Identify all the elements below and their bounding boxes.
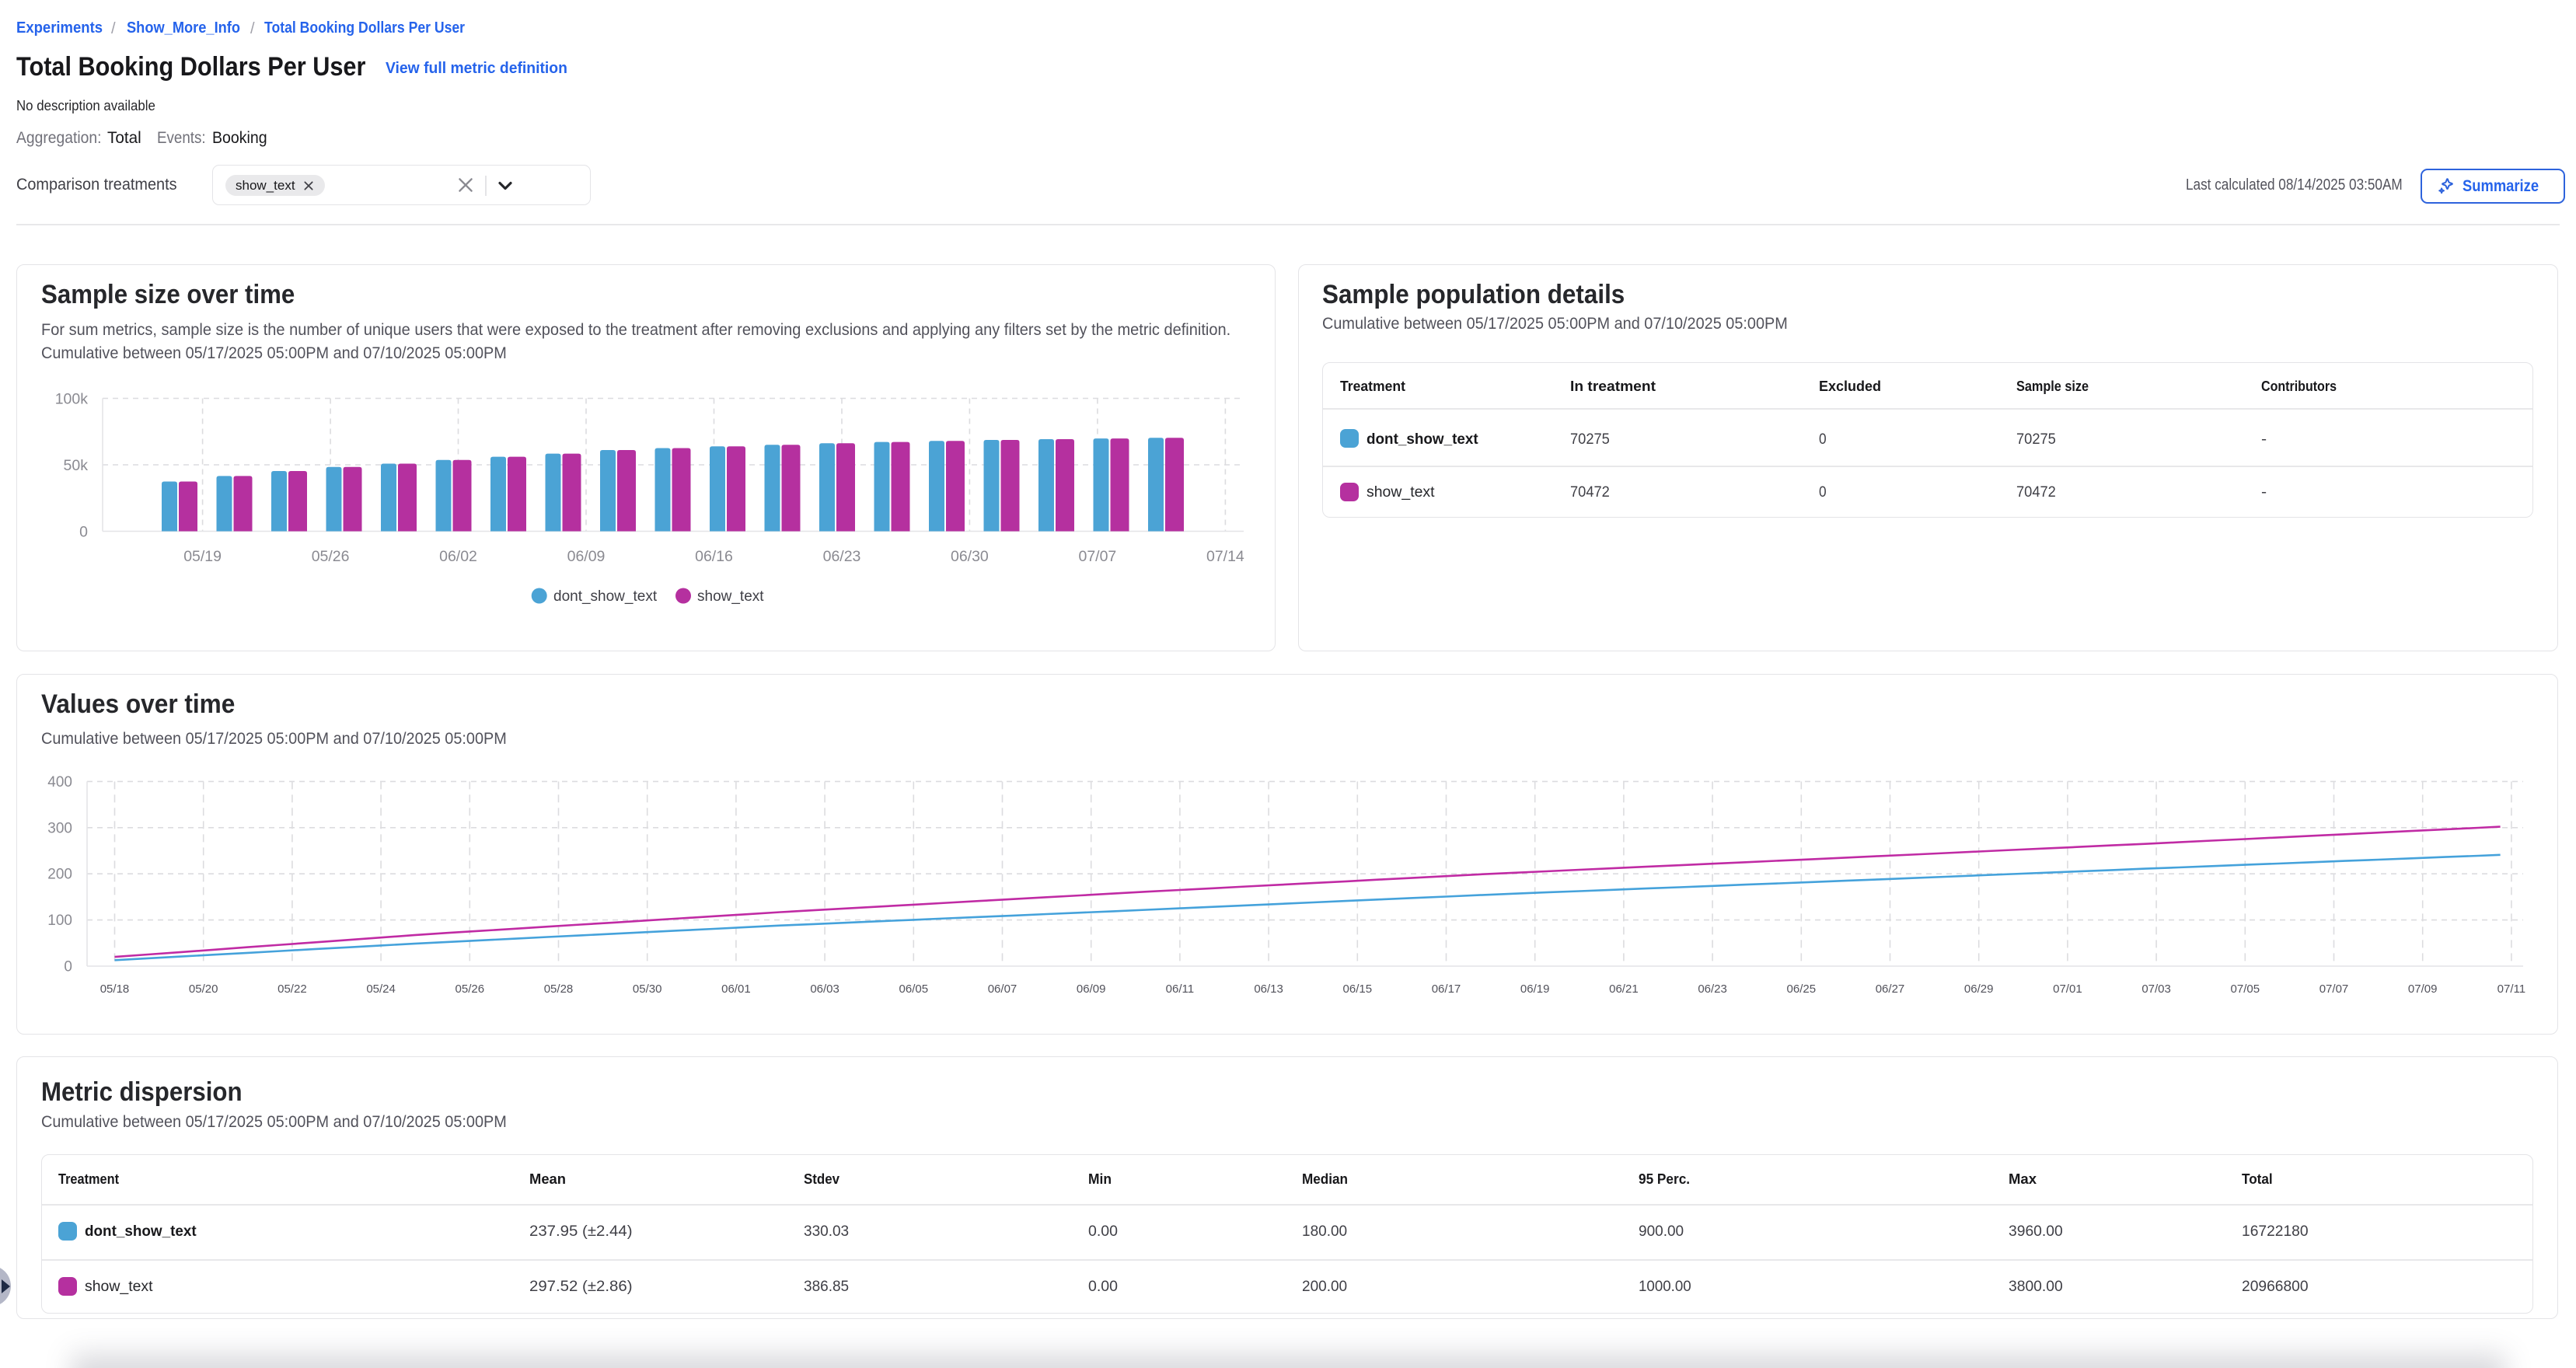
svg-text:05/22: 05/22 bbox=[277, 982, 307, 996]
svg-text:300: 300 bbox=[47, 820, 72, 836]
svg-text:200: 200 bbox=[47, 867, 72, 883]
svg-text:05/20: 05/20 bbox=[189, 982, 218, 996]
svg-text:07/09: 07/09 bbox=[2408, 982, 2438, 996]
svg-text:06/05: 06/05 bbox=[899, 982, 929, 996]
svg-text:06/07: 06/07 bbox=[988, 982, 1017, 996]
svg-text:50k: 50k bbox=[64, 457, 89, 474]
svg-text:06/23: 06/23 bbox=[1698, 982, 1727, 996]
svg-text:06/30: 06/30 bbox=[951, 548, 989, 565]
svg-text:06/19: 06/19 bbox=[1520, 982, 1550, 996]
svg-text:100: 100 bbox=[47, 913, 72, 929]
svg-text:05/26: 05/26 bbox=[456, 982, 485, 996]
svg-text:06/15: 06/15 bbox=[1343, 982, 1373, 996]
svg-text:400: 400 bbox=[47, 774, 72, 790]
svg-text:06/03: 06/03 bbox=[810, 982, 839, 996]
svg-text:06/16: 06/16 bbox=[695, 548, 733, 565]
svg-text:06/09: 06/09 bbox=[1077, 982, 1106, 996]
svg-text:06/17: 06/17 bbox=[1432, 982, 1461, 996]
svg-text:07/01: 07/01 bbox=[2053, 982, 2082, 996]
svg-text:05/24: 05/24 bbox=[366, 982, 396, 996]
svg-text:06/01: 06/01 bbox=[721, 982, 751, 996]
svg-text:07/03: 07/03 bbox=[2141, 982, 2171, 996]
svg-text:06/13: 06/13 bbox=[1254, 982, 1283, 996]
svg-text:show_text: show_text bbox=[697, 588, 764, 605]
svg-text:06/25: 06/25 bbox=[1787, 982, 1817, 996]
svg-text:06/02: 06/02 bbox=[439, 548, 477, 565]
svg-text:07/07: 07/07 bbox=[2319, 982, 2349, 996]
svg-text:05/26: 05/26 bbox=[312, 548, 350, 565]
svg-text:05/19: 05/19 bbox=[183, 548, 222, 565]
svg-text:06/09: 06/09 bbox=[567, 548, 606, 565]
svg-text:06/21: 06/21 bbox=[1609, 982, 1639, 996]
svg-text:07/11: 07/11 bbox=[2497, 982, 2525, 996]
svg-text:06/23: 06/23 bbox=[823, 548, 861, 565]
svg-text:06/27: 06/27 bbox=[1876, 982, 1905, 996]
svg-text:05/30: 05/30 bbox=[633, 982, 662, 996]
svg-text:07/07: 07/07 bbox=[1078, 548, 1116, 565]
svg-text:0: 0 bbox=[79, 524, 88, 541]
svg-text:07/14: 07/14 bbox=[1206, 548, 1244, 565]
svg-text:100k: 100k bbox=[55, 391, 89, 408]
svg-text:05/28: 05/28 bbox=[544, 982, 574, 996]
svg-text:05/18: 05/18 bbox=[100, 982, 130, 996]
svg-text:06/11: 06/11 bbox=[1166, 982, 1194, 996]
svg-text:07/05: 07/05 bbox=[2231, 982, 2260, 996]
svg-text:0: 0 bbox=[64, 959, 72, 975]
svg-text:06/29: 06/29 bbox=[1964, 982, 1994, 996]
svg-text:dont_show_text: dont_show_text bbox=[553, 588, 658, 605]
